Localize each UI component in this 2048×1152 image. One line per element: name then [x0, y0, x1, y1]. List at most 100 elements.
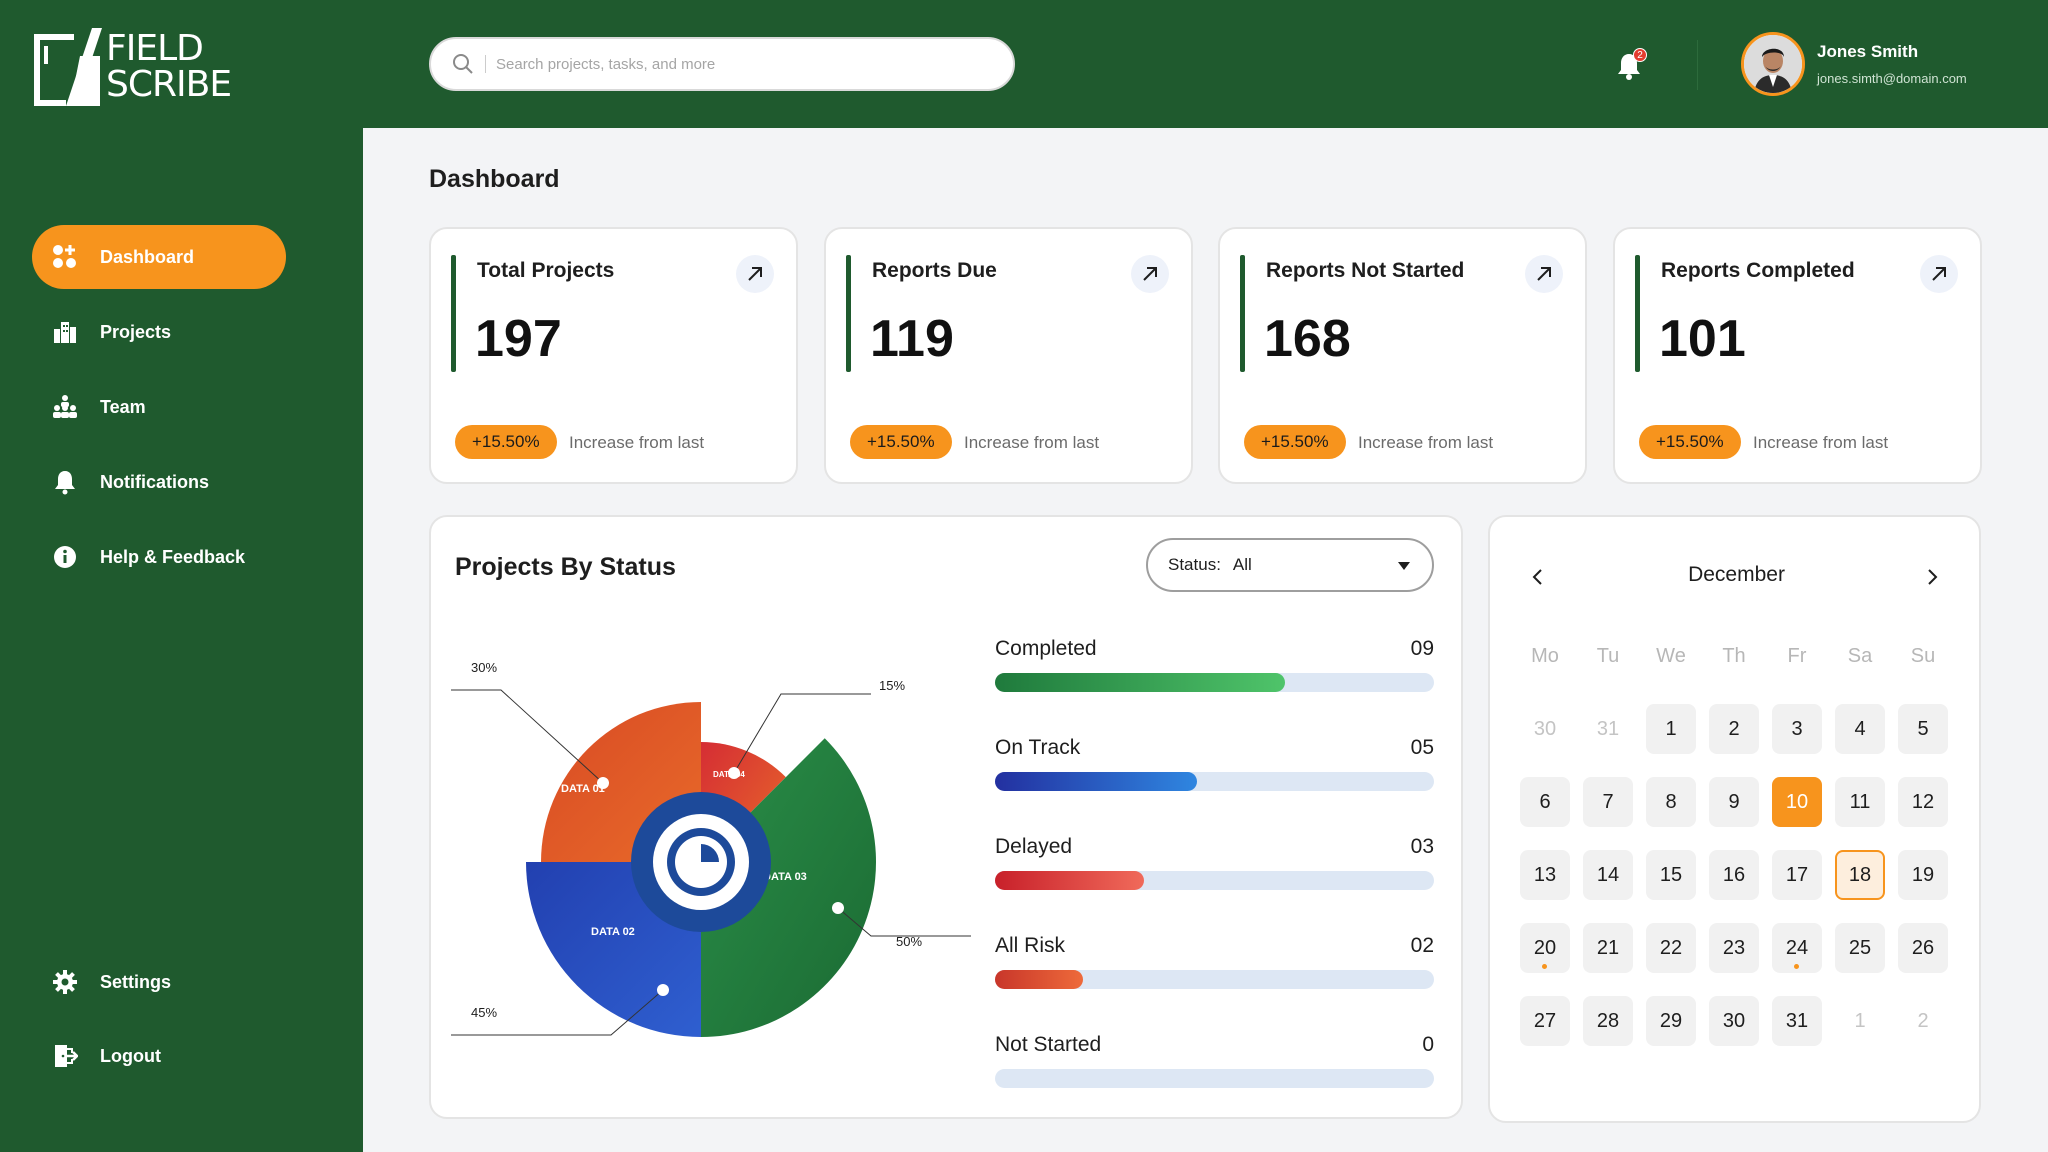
sidebar-item-team[interactable]: Team — [32, 375, 286, 439]
weekday-label: Sa — [1847, 645, 1873, 667]
calendar-day[interactable]: 31 — [1583, 704, 1633, 754]
caret-down-icon — [1398, 562, 1410, 570]
chevron-left-icon[interactable] — [1526, 565, 1550, 589]
info-icon — [52, 544, 78, 570]
calendar-day[interactable]: 14 — [1583, 850, 1633, 900]
slice-marker-dot — [597, 777, 609, 789]
calendar-day[interactable]: 25 — [1835, 923, 1885, 973]
calendar-day-number: 5 — [1917, 717, 1929, 740]
status-row-count: 09 — [1410, 637, 1434, 660]
calendar-day[interactable]: 29 — [1646, 996, 1696, 1046]
calendar-day[interactable]: 21 — [1583, 923, 1633, 973]
calendar-day-number: 30 — [1533, 717, 1557, 740]
calendar-day[interactable]: 6 — [1520, 777, 1570, 827]
calendar-day[interactable]: 8 — [1646, 777, 1696, 827]
calendar-day-number: 10 — [1785, 790, 1809, 813]
sidebar-item-label: Settings — [100, 971, 172, 992]
search-bar[interactable] — [429, 37, 1015, 91]
sidebar-item-projects[interactable]: Projects — [32, 300, 286, 364]
calendar-day[interactable]: 31 — [1772, 996, 1822, 1046]
calendar-day-number: 19 — [1911, 863, 1935, 886]
stat-accent-bar — [451, 255, 456, 372]
calendar-day[interactable]: 1 — [1646, 704, 1696, 754]
calendar-day-number: 17 — [1785, 863, 1809, 886]
calendar-day[interactable]: 1 — [1835, 996, 1885, 1046]
calendar-day[interactable]: 17 — [1772, 850, 1822, 900]
sidebar-item-logout[interactable]: Logout — [32, 1024, 286, 1088]
avatar[interactable] — [1741, 32, 1805, 96]
calendar-day-number: 27 — [1533, 1009, 1557, 1032]
search-input[interactable] — [496, 55, 976, 73]
calendar-day-number: 31 — [1785, 1009, 1809, 1032]
arrow-up-right-icon — [748, 267, 762, 281]
open-stat-button[interactable] — [1131, 255, 1169, 293]
sidebar: FIELD SCRIBE Dashboard Projects Team Not… — [0, 0, 363, 1152]
calendar-day[interactable]: 7 — [1583, 777, 1633, 827]
calendar-day[interactable]: 30 — [1520, 704, 1570, 754]
weekday-label: Fr — [1787, 645, 1807, 667]
user-email: jones.simth@domain.com — [1817, 71, 1967, 86]
sidebar-item-label: Notifications — [100, 471, 210, 492]
stat-value: 119 — [870, 310, 954, 368]
calendar-day[interactable]: 13 — [1520, 850, 1570, 900]
calendar-day[interactable]: 5 — [1898, 704, 1948, 754]
calendar-day[interactable]: 28 — [1583, 996, 1633, 1046]
calendar-day[interactable]: 22 — [1646, 923, 1696, 973]
calendar-day-number: 7 — [1602, 790, 1614, 813]
calendar-day[interactable]: 15 — [1646, 850, 1696, 900]
calendar-day[interactable]: 2 — [1709, 704, 1759, 754]
calendar-day[interactable]: 24 — [1772, 923, 1822, 973]
logo[interactable]: FIELD SCRIBE — [30, 26, 260, 108]
progress-track — [995, 871, 1434, 890]
calendar-day-number: 31 — [1596, 717, 1620, 740]
status-row-count: 02 — [1410, 934, 1434, 957]
chevron-right-icon[interactable] — [1920, 565, 1944, 589]
calendar-day[interactable]: 11 — [1835, 777, 1885, 827]
calendar-day[interactable]: 19 — [1898, 850, 1948, 900]
progress-fill — [995, 970, 1083, 989]
calendar-day[interactable]: 3 — [1772, 704, 1822, 754]
panel-title: Projects By Status — [455, 553, 676, 581]
calendar-day[interactable]: 16 — [1709, 850, 1759, 900]
calendar-day[interactable]: 26 — [1898, 923, 1948, 973]
calendar-day-number: 29 — [1659, 1009, 1683, 1032]
notifications-button[interactable]: 2 — [1613, 48, 1647, 84]
slice-percent-label: 50% — [896, 934, 922, 949]
calendar-day[interactable]: 4 — [1835, 704, 1885, 754]
calendar-day-today[interactable]: 18 — [1835, 850, 1885, 900]
logout-icon — [52, 1043, 78, 1069]
search-separator — [485, 55, 486, 73]
sidebar-item-label: Help & Feedback — [100, 546, 246, 567]
sidebar-item-help-feedback[interactable]: Help & Feedback — [32, 525, 286, 589]
calendar-day[interactable]: 2 — [1898, 996, 1948, 1046]
calendar-day[interactable]: 23 — [1709, 923, 1759, 973]
calendar-day[interactable]: 30 — [1709, 996, 1759, 1046]
status-row-label: All Risk — [995, 934, 1066, 957]
open-stat-button[interactable] — [1525, 255, 1563, 293]
calendar-day-number: 1 — [1665, 717, 1677, 740]
sidebar-item-dashboard[interactable]: Dashboard — [32, 225, 286, 289]
status-filter-select[interactable]: Status: All — [1146, 538, 1434, 592]
sidebar-item-notifications[interactable]: Notifications — [32, 450, 286, 514]
calendar-day[interactable]: 20 — [1520, 923, 1570, 973]
open-stat-button[interactable] — [736, 255, 774, 293]
header-divider — [1697, 40, 1698, 90]
stat-accent-bar — [1240, 255, 1245, 372]
open-stat-button[interactable] — [1920, 255, 1958, 293]
slice-percent-label: 45% — [471, 1005, 497, 1020]
status-row-count: 0 — [1422, 1033, 1434, 1056]
calendar-day-number: 20 — [1533, 936, 1557, 959]
calendar-day-number: 15 — [1659, 863, 1683, 886]
slice-marker-dot — [832, 902, 844, 914]
calendar-day[interactable]: 27 — [1520, 996, 1570, 1046]
stat-card-reports-not-started: Reports Not Started 168 +15.50% Increase… — [1218, 227, 1587, 484]
weekday-label: Th — [1722, 645, 1746, 667]
search-icon — [453, 54, 473, 74]
sidebar-item-settings[interactable]: Settings — [32, 950, 286, 1014]
pie-slice-data-03 — [701, 738, 876, 1037]
calendar-day-number: 18 — [1848, 863, 1872, 886]
calendar-day-selected[interactable]: 10 — [1772, 777, 1822, 827]
calendar-day[interactable]: 9 — [1709, 777, 1759, 827]
calendar-day[interactable]: 12 — [1898, 777, 1948, 827]
change-badge: +15.50% — [1244, 425, 1346, 459]
